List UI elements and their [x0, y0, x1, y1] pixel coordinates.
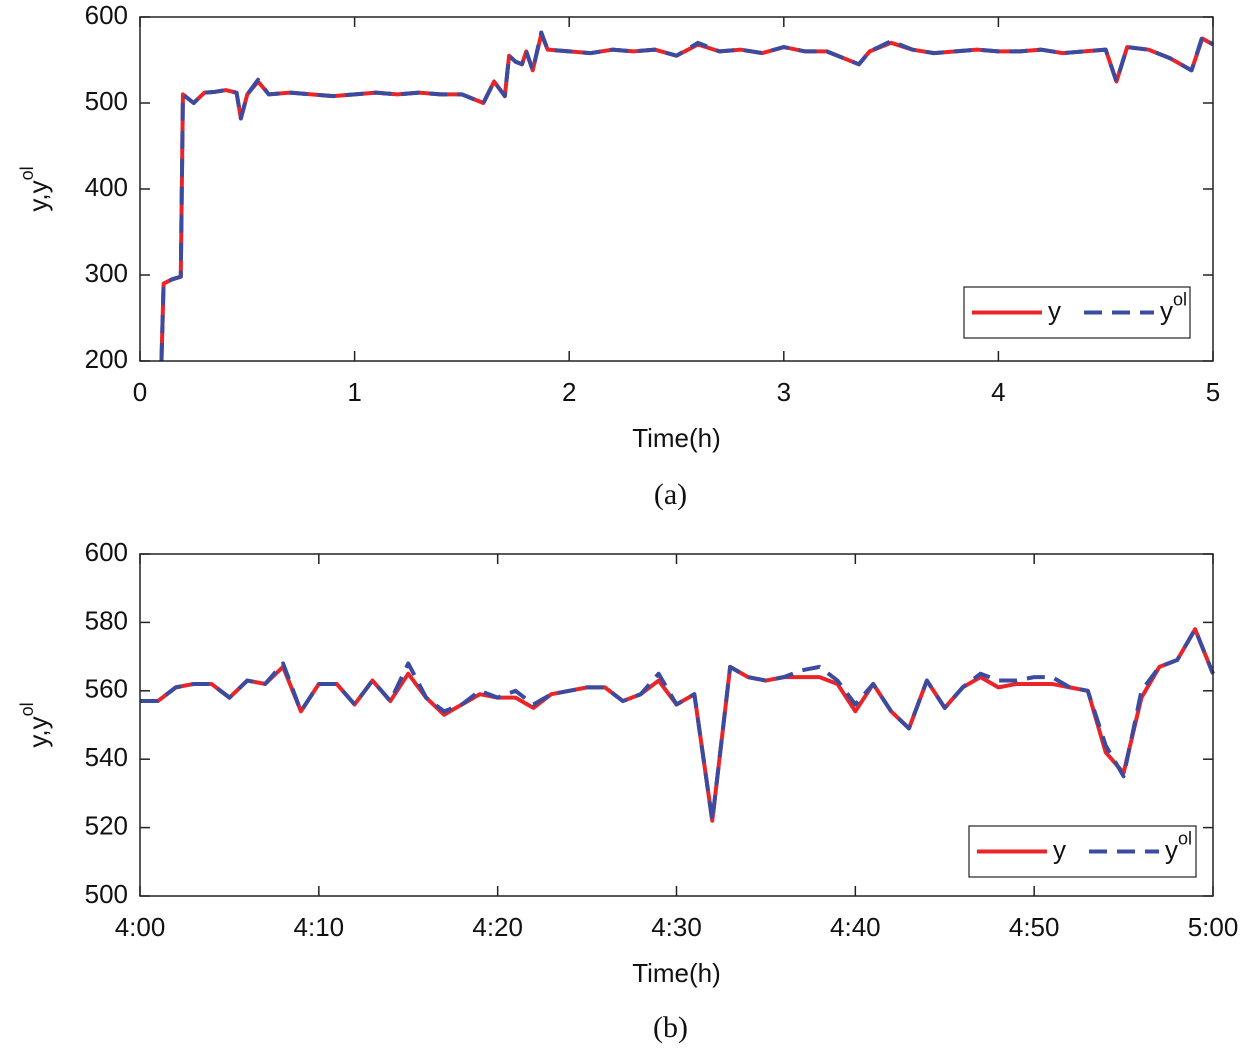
series-line	[140, 627, 1215, 823]
legend-label: yol	[1165, 828, 1192, 864]
axes-frame	[139, 553, 1214, 897]
legend-label-sup: ol	[1173, 289, 1187, 309]
y-axis-label-main: y,y	[23, 716, 53, 747]
legend-label: yol	[1160, 289, 1187, 325]
y-tick-label: 520	[85, 810, 128, 840]
x-tick-label: 5:00	[1188, 912, 1239, 942]
x-tick-label: 4:30	[651, 912, 702, 942]
y-axis-label-main: y,y	[23, 180, 53, 211]
y-tick-label: 500	[85, 879, 128, 909]
legend-label-main: y	[1048, 295, 1061, 325]
legend-label-main: y	[1160, 295, 1173, 325]
legend-label: y	[1048, 295, 1061, 325]
y-tick-label: 560	[85, 674, 128, 704]
legend-label-main: y	[1165, 834, 1178, 864]
x-tick-label: 2	[562, 377, 576, 407]
subplot: 500 520 540 560 580 600 4:00 4:10 4:20 4:30 4:40 4:…	[17, 537, 1239, 1044]
y-axis-label-sup: ol	[17, 702, 37, 716]
y-axis-label: y,yol	[17, 702, 53, 747]
y-tick-label: 600	[85, 0, 128, 30]
x-tick-label: 4	[991, 377, 1005, 407]
x-tick-label: 1	[347, 377, 361, 407]
series-line	[159, 30, 1215, 362]
legend-label-sup: ol	[1178, 828, 1192, 848]
caption: (b)	[653, 1011, 688, 1044]
y-tick-label: 600	[85, 537, 128, 567]
x-axis-label: Time(h)	[632, 958, 721, 988]
legend-label: y	[1053, 834, 1066, 864]
y-axis-label: y,yol	[17, 166, 53, 211]
y-tick-label: 300	[85, 258, 128, 288]
y-tick-label: 200	[85, 344, 128, 374]
y-tick-label: 500	[85, 86, 128, 116]
x-tick-label: 5	[1206, 377, 1220, 407]
axes-frame	[139, 16, 1214, 362]
x-tick-label: 4:00	[115, 912, 166, 942]
x-tick-label: 3	[777, 377, 791, 407]
x-tick-label: 0	[133, 377, 147, 407]
y-tick-label: 580	[85, 605, 128, 635]
x-tick-label: 4:40	[830, 912, 881, 942]
legend-label-main: y	[1053, 834, 1066, 864]
x-tick-label: 4:10	[294, 912, 345, 942]
x-tick-label: 4:50	[1009, 912, 1060, 942]
x-axis-label: Time(h)	[632, 423, 721, 453]
y-tick-label: 400	[85, 172, 128, 202]
x-tick-label: 4:20	[472, 912, 523, 942]
y-axis-label-sup: ol	[17, 166, 37, 180]
caption: (a)	[654, 478, 687, 511]
y-tick-label: 540	[85, 742, 128, 772]
